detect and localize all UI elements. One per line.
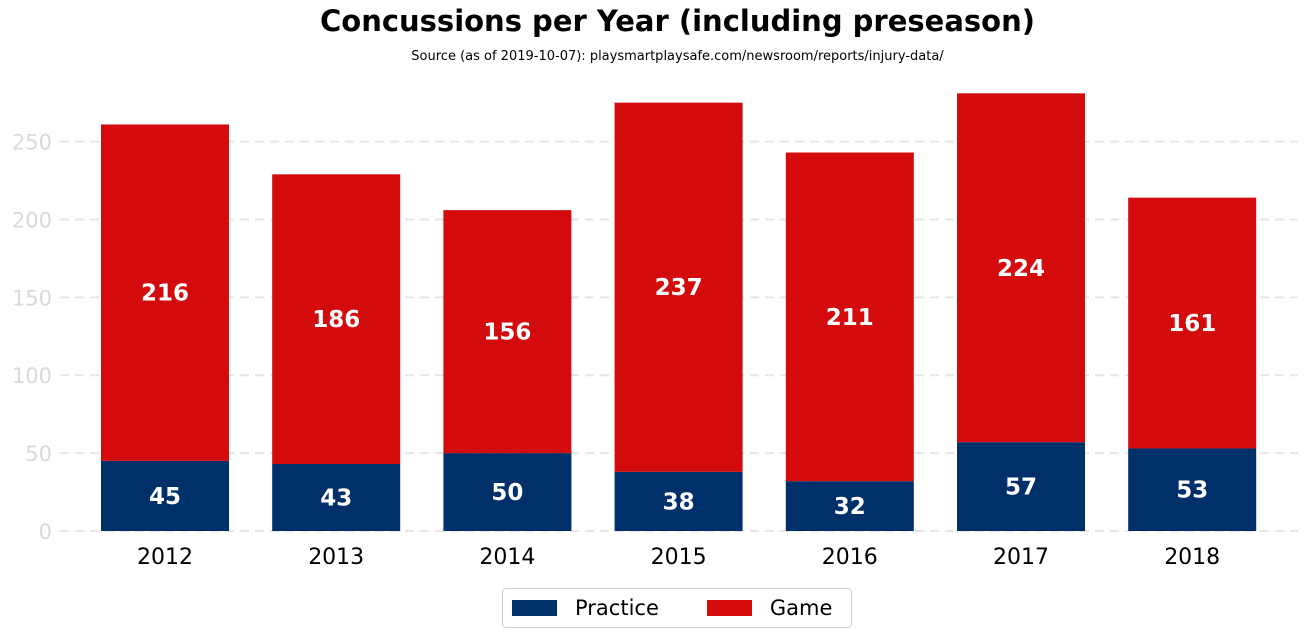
chart-title: Concussions per Year (including preseaso… (319, 4, 1035, 38)
y-tick-label-200: 200 (12, 208, 52, 232)
bar-practice-2016 (785, 481, 914, 531)
stacked-bar-chart: 45 216 43 186 50 156 38 237 32 211 57 224 53 161 0 50 1… (12, 93, 1298, 570)
bar-label-practice-2014: 50 (491, 480, 523, 506)
bar-game-2018 (1128, 197, 1257, 449)
bar-label-practice-2012: 45 (149, 484, 181, 510)
bar-game-2012 (101, 124, 229, 461)
bars (101, 93, 1257, 531)
bar-label-game-2012: 216 (141, 281, 189, 307)
x-tick-label-2012: 2012 (137, 545, 193, 570)
y-tick-label-50: 50 (25, 442, 52, 466)
legend-swatch-practice (512, 600, 557, 616)
legend: Practice Game (502, 588, 852, 628)
bar-label-game-2015: 237 (655, 275, 703, 301)
x-tick-label-2014: 2014 (479, 545, 535, 570)
x-axis: 2012 2013 2014 2015 2016 2017 2018 (137, 545, 1220, 570)
bar-label-game-2017: 224 (997, 256, 1045, 282)
x-tick-label-2015: 2015 (651, 545, 707, 570)
y-tick-label-150: 150 (12, 286, 52, 310)
bar-label-game-2016: 211 (826, 305, 874, 331)
x-tick-label-2016: 2016 (822, 545, 878, 570)
bar-label-practice-2016: 32 (834, 494, 866, 520)
bar-label-practice-2015: 38 (663, 489, 695, 515)
bar-game-2016 (785, 152, 914, 482)
bar-label-practice-2013: 43 (320, 486, 352, 512)
bar-label-practice-2018: 53 (1176, 478, 1208, 504)
x-tick-label-2018: 2018 (1164, 545, 1220, 570)
bar-label-practice-2017: 57 (1005, 475, 1037, 501)
bar-practice-2013 (272, 464, 401, 531)
bar-practice-2017 (957, 442, 1085, 531)
bar-practice-2012 (101, 460, 229, 531)
y-axis: 0 50 100 150 200 250 (12, 131, 52, 544)
x-tick-label-2013: 2013 (308, 545, 364, 570)
legend-label-game: Game (769, 596, 833, 620)
legend-swatch-game (706, 600, 752, 616)
bar-label-game-2013: 186 (312, 307, 360, 333)
bar-game-2015 (614, 102, 743, 472)
chart-subtitle: Source (as of 2019-10-07): playsmartplay… (411, 49, 944, 64)
bar-game-2013 (272, 174, 401, 465)
legend-item-game: Game (706, 596, 833, 620)
bar-game-2017 (957, 93, 1085, 443)
y-tick-label-0: 0 (39, 520, 52, 544)
bar-labels: 45 216 43 186 50 156 38 237 32 211 57 224 53 161 (141, 256, 1216, 520)
legend-label-practice: Practice (575, 596, 659, 620)
bar-game-2014 (443, 210, 572, 454)
bar-label-game-2018: 161 (1168, 311, 1216, 337)
bar-practice-2015 (614, 471, 743, 531)
x-tick-label-2017: 2017 (993, 545, 1049, 570)
legend-item-practice: Practice (512, 596, 659, 620)
bar-practice-2018 (1128, 448, 1257, 531)
y-tick-label-100: 100 (12, 364, 52, 388)
bar-label-game-2014: 156 (483, 320, 531, 346)
bar-practice-2014 (443, 453, 572, 531)
y-tick-label-250: 250 (12, 131, 52, 155)
